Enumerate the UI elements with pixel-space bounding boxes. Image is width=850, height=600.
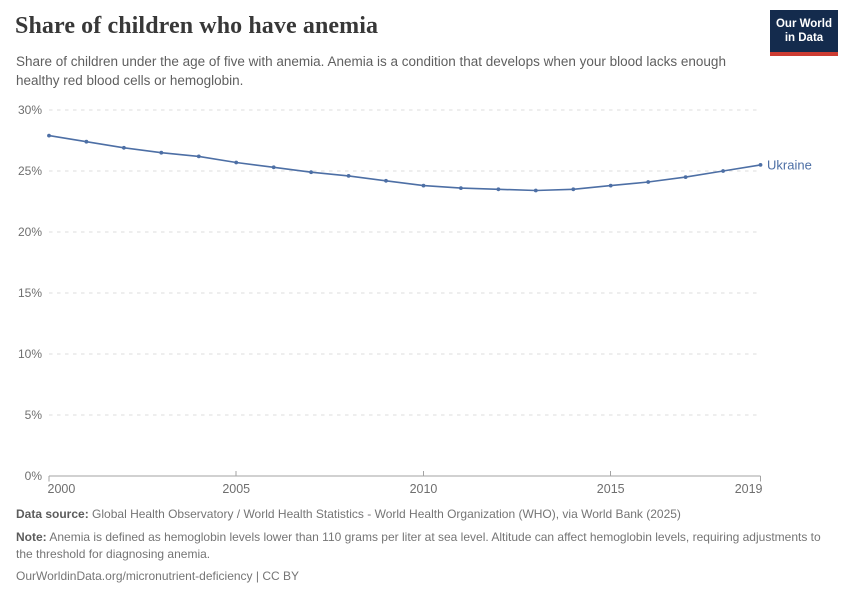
- series-end-label: Ukraine: [767, 157, 812, 172]
- owid-logo-line2: in Data: [784, 32, 824, 45]
- data-point[interactable]: [646, 180, 651, 184]
- owid-logo: Our World in Data: [770, 10, 838, 56]
- datasource-label: Data source:: [16, 507, 89, 521]
- data-point[interactable]: [384, 178, 388, 183]
- data-series-ukraine[interactable]: Ukraine: [47, 133, 812, 193]
- page-title: Share of children who have anemia: [15, 13, 379, 39]
- data-point[interactable]: [496, 187, 501, 192]
- data-point[interactable]: [721, 169, 725, 173]
- x-tick-label: 2000: [48, 482, 76, 496]
- data-point[interactable]: [196, 154, 201, 159]
- data-point[interactable]: [533, 188, 538, 193]
- y-tick-label: 25%: [18, 164, 42, 178]
- x-axis-labels: 2000 2005 2010 2015 2019: [48, 482, 763, 496]
- line-chart[interactable]: 0% 5% 10% 15% 20% 25% 30% 2000 2005 2010 2015 2019 U…: [0, 96, 850, 500]
- data-point[interactable]: [758, 163, 763, 167]
- y-tick-label: 20%: [18, 225, 42, 239]
- y-tick-label: 30%: [18, 103, 42, 117]
- data-point[interactable]: [608, 183, 613, 188]
- note-label: Note:: [16, 529, 47, 544]
- y-tick-label: 10%: [18, 347, 42, 361]
- x-tick-label: 2010: [410, 482, 438, 496]
- chart-footer: Data source: Global Health Observatory /…: [16, 506, 824, 591]
- data-point[interactable]: [683, 175, 688, 179]
- data-point[interactable]: [47, 133, 51, 138]
- y-axis-labels: 0% 5% 10% 15% 20% 25% 30%: [18, 103, 42, 483]
- x-tick-label: 2005: [222, 482, 250, 496]
- data-point[interactable]: [346, 174, 351, 178]
- datasource-text: Global Health Observatory / World Health…: [92, 507, 681, 521]
- citation-line: OurWorldinData.org/micronutrient-deficie…: [16, 569, 299, 584]
- owid-logo-redbar: [770, 51, 838, 56]
- y-tick-label: 0%: [25, 469, 43, 483]
- data-point[interactable]: [271, 165, 276, 170]
- data-point[interactable]: [421, 183, 426, 188]
- data-point[interactable]: [234, 160, 239, 165]
- line-chart-svg[interactable]: 0% 5% 10% 15% 20% 25% 30% 2000 2005 2010 2015 2019 U…: [0, 96, 850, 500]
- owid-logo-text: Our World in Data: [770, 10, 838, 52]
- data-point[interactable]: [459, 186, 463, 190]
- datasource-line: Data source: Global Health Observatory /…: [16, 506, 824, 523]
- data-point[interactable]: [122, 145, 126, 150]
- note-line: Note: Anemia is defined as hemoglobin le…: [16, 529, 824, 563]
- data-point[interactable]: [84, 139, 89, 144]
- y-tick-label: 15%: [18, 286, 42, 300]
- series-line: [48, 134, 762, 192]
- x-axis-ticks: [48, 471, 761, 482]
- owid-logo-line1: Our World: [775, 18, 832, 30]
- data-point[interactable]: [309, 170, 313, 175]
- data-point[interactable]: [571, 187, 576, 192]
- note-text: Anemia is defined as hemoglobin levels l…: [16, 529, 821, 561]
- gridlines-group: [49, 109, 761, 477]
- x-tick-label: 2019: [735, 482, 763, 496]
- y-tick-label: 5%: [25, 408, 43, 422]
- x-tick-label: 2015: [597, 482, 625, 496]
- data-point[interactable]: [159, 150, 164, 155]
- chart-subtitle: Share of children under the age of five …: [16, 54, 726, 89]
